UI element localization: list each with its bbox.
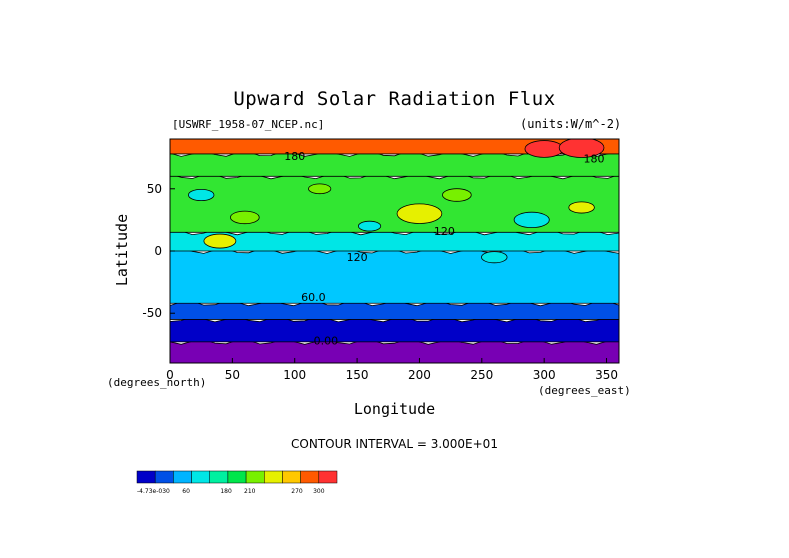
colorbar-swatch — [245, 470, 265, 484]
x-unit-label: (degrees_east) — [538, 384, 631, 397]
contour-label: 120 — [347, 251, 368, 264]
y-unit-label: (degrees_north) — [107, 376, 207, 389]
contour-label: 180 — [584, 153, 605, 166]
x-tick-label: 200 — [408, 368, 431, 382]
chart-title: Upward Solar Radiation Flux — [233, 88, 556, 110]
x-tick-label: 150 — [346, 368, 369, 382]
colorbar-swatch — [318, 470, 338, 484]
colorbar-label: 300 — [313, 488, 325, 495]
units-label: (units:W/m^-2) — [520, 117, 622, 131]
colorbar: -4.73e-030 60 180 210 270 300 — [136, 470, 338, 495]
x-tick-label: 0 — [166, 368, 174, 382]
contour-patch — [396, 203, 443, 224]
axis-ticks: 0 50 100 150 200 250 300 350 50 0 -50 — [142, 182, 618, 382]
colorbar-swatch — [264, 470, 283, 484]
contour-patch — [568, 201, 595, 214]
contour-patch — [442, 188, 472, 202]
colorbar-swatch — [282, 470, 301, 484]
colorbar-swatch — [209, 470, 229, 484]
contour-patch — [357, 220, 382, 232]
y-tick-label: -50 — [142, 306, 162, 320]
contour-patch — [230, 210, 260, 225]
x-tick-label: 300 — [533, 368, 556, 382]
heatmap-field — [170, 139, 619, 363]
contour-label: 120 — [434, 225, 455, 238]
contour-interval-label: CONTOUR INTERVAL = 3.000E+01 — [291, 437, 498, 451]
contour-patch — [308, 183, 332, 195]
colorbar-swatch — [191, 470, 210, 484]
contour-patch — [513, 211, 550, 228]
colorbar-label: 60 — [182, 488, 190, 495]
y-tick-label: 0 — [154, 244, 162, 258]
x-tick-label: 250 — [470, 368, 493, 382]
contour-label: 180 — [284, 150, 305, 163]
x-tick-label: 350 — [595, 368, 618, 382]
colorbar-swatch — [227, 470, 247, 484]
contour-label: 60.0 — [301, 291, 326, 304]
colorbar-swatch — [136, 470, 156, 484]
contour-patch — [524, 140, 564, 158]
source-file-label: [USWRF_1958-07_NCEP.nc] — [172, 118, 325, 131]
contour-patch — [203, 233, 237, 249]
contour-patch — [187, 188, 215, 201]
colorbar-label: -4.73e-030 — [137, 488, 170, 495]
colorbar-label: 270 — [291, 488, 303, 495]
latitude-band — [170, 248, 619, 304]
latitude-band — [170, 338, 619, 363]
colorbar-swatch — [173, 470, 192, 484]
colorbar-swatch — [300, 470, 320, 484]
colorbar-label: 210 — [244, 488, 256, 495]
contour-labels: 180 180 120 120 60.0 0.00 — [284, 150, 604, 347]
latitude-band — [170, 316, 619, 343]
latitude-band — [170, 173, 619, 233]
contour-patch — [481, 251, 508, 264]
y-tick-label: 50 — [147, 182, 162, 196]
colorbar-swatch — [154, 470, 174, 484]
x-tick-label: 50 — [225, 368, 240, 382]
contour-patch — [558, 139, 605, 158]
colorbar-label: 180 — [220, 488, 232, 495]
latitude-band — [170, 229, 619, 252]
latitude-band — [170, 139, 619, 155]
x-tick-label: 100 — [283, 368, 306, 382]
contour-label: 0.00 — [314, 334, 339, 347]
x-axis-label: Longitude — [353, 400, 436, 418]
